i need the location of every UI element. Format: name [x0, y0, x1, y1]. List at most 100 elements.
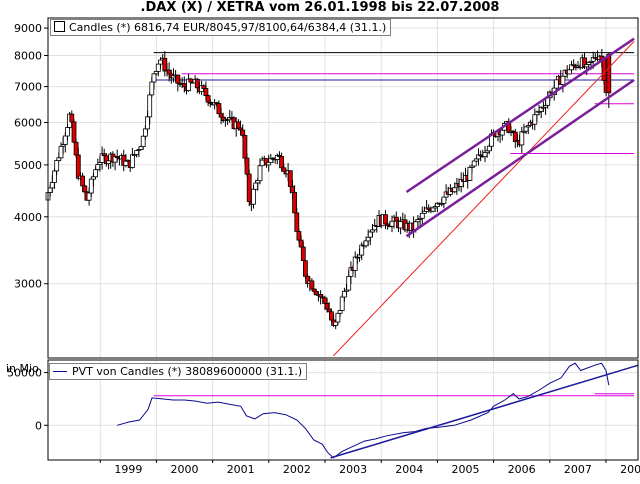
candle-up	[58, 145, 64, 159]
candle-down	[383, 214, 388, 225]
candle-up	[333, 321, 339, 326]
candle-down	[205, 95, 211, 103]
candle-down	[601, 59, 607, 81]
candle-down	[71, 121, 77, 143]
x-tick-label: 2002	[283, 463, 311, 476]
pvt-panel-y-axis: 0 50000	[7, 367, 48, 432]
candle-up	[95, 164, 101, 170]
candle-up	[486, 145, 492, 152]
candle-down	[302, 260, 308, 277]
candle-up	[147, 94, 153, 118]
candle-down	[292, 192, 298, 214]
candle-up	[257, 165, 263, 182]
candle-up	[155, 63, 161, 72]
x-tick-label: 1999	[114, 463, 142, 476]
candle-down	[69, 113, 75, 123]
candle-up	[363, 240, 369, 247]
candle-down	[328, 311, 334, 321]
pvt-series-line	[116, 362, 610, 459]
candle-down	[242, 134, 248, 159]
candle-down	[322, 297, 328, 304]
candle-up	[430, 207, 436, 212]
support-trend-line	[333, 41, 635, 357]
main-panel-y-axis: 3000 4000 5000 6000 7000 8000 9000	[14, 22, 48, 291]
pvt-legend-swatch	[53, 371, 67, 372]
candle-up	[523, 126, 529, 132]
candle-up	[145, 116, 150, 130]
candle-down	[235, 121, 241, 129]
candles-legend: Candles (*) 6816,74 EUR/8045,97/8100,64/…	[50, 19, 392, 36]
chart-title: .DAX (X) / XETRA vom 26.01.1998 bis 22.0…	[140, 0, 500, 15]
pvt-legend-text: PVT von Candles (*) 38089600000 (31.1.)	[72, 365, 303, 378]
candle-down	[201, 85, 207, 89]
candle-up	[532, 114, 538, 125]
candle-up	[452, 187, 458, 193]
main-y-tick-label: 8000	[14, 50, 42, 63]
candle-down	[279, 156, 285, 169]
main-panel-grid	[48, 18, 638, 358]
main-y-tick-label: 6000	[14, 117, 42, 130]
pvt-unit-label: in Mio	[6, 362, 39, 375]
x-tick-label: 2006	[508, 463, 536, 476]
candle-down	[246, 173, 252, 202]
candle-down	[188, 78, 194, 83]
x-tick-label: 2001	[227, 463, 255, 476]
main-y-tick-label: 5000	[14, 159, 42, 172]
pvt-y-tick-label: 0	[35, 419, 42, 432]
candle-up	[93, 169, 98, 178]
candle-down	[238, 127, 243, 131]
x-tick-label: 2000	[171, 463, 199, 476]
candle-up	[65, 127, 70, 137]
candle-up	[352, 256, 358, 271]
candle-up	[140, 135, 146, 147]
pvt-legend: PVT von Candles (*) 38089600000 (31.1.)	[49, 363, 308, 380]
candle-up	[339, 296, 345, 311]
main-y-tick-label: 9000	[14, 22, 42, 35]
candle-up	[482, 152, 488, 158]
candle-up	[554, 79, 559, 89]
candle-up	[335, 312, 341, 323]
x-tick-label: 2004	[395, 463, 423, 476]
candlestick-series	[45, 48, 612, 330]
main-y-tick-label: 4000	[14, 211, 42, 224]
candle-up	[499, 129, 505, 136]
candle-up	[106, 160, 111, 165]
candle-up	[346, 275, 352, 291]
candle-up	[519, 131, 525, 146]
candle-up	[467, 166, 473, 181]
candle-down	[298, 239, 304, 248]
candle-down	[166, 69, 172, 75]
candle-down	[244, 157, 250, 175]
candle-down	[300, 246, 306, 262]
trend-channel-line	[405, 37, 635, 194]
candle-up	[158, 59, 163, 65]
candle-up	[389, 220, 395, 227]
candle-up	[56, 157, 62, 162]
main-panel-overlay-lines	[153, 52, 635, 154]
candle-up	[341, 290, 347, 298]
candle-down	[82, 185, 88, 193]
candle-down	[80, 175, 85, 187]
candle-up	[419, 212, 425, 219]
candle-up	[138, 146, 144, 151]
candle-up	[54, 160, 60, 172]
candle-down	[324, 302, 330, 310]
x-tick-label: 2003	[339, 463, 367, 476]
main-y-tick-label: 7000	[14, 81, 42, 94]
candle-up	[259, 159, 265, 167]
candle-up	[471, 160, 477, 167]
pvt-panel-frame	[47, 359, 639, 461]
pvt-trend-line	[330, 364, 639, 459]
candle-up	[253, 182, 259, 190]
candle-up	[142, 128, 148, 137]
candle-up	[49, 181, 55, 189]
candle-down	[290, 186, 295, 193]
candle-down	[294, 212, 300, 232]
candle-down	[175, 74, 181, 84]
candle-down	[606, 53, 612, 94]
candle-up	[560, 75, 566, 85]
candle-down	[73, 141, 79, 156]
candle-down	[296, 231, 302, 241]
pvt-panel-trend-line	[330, 364, 639, 459]
